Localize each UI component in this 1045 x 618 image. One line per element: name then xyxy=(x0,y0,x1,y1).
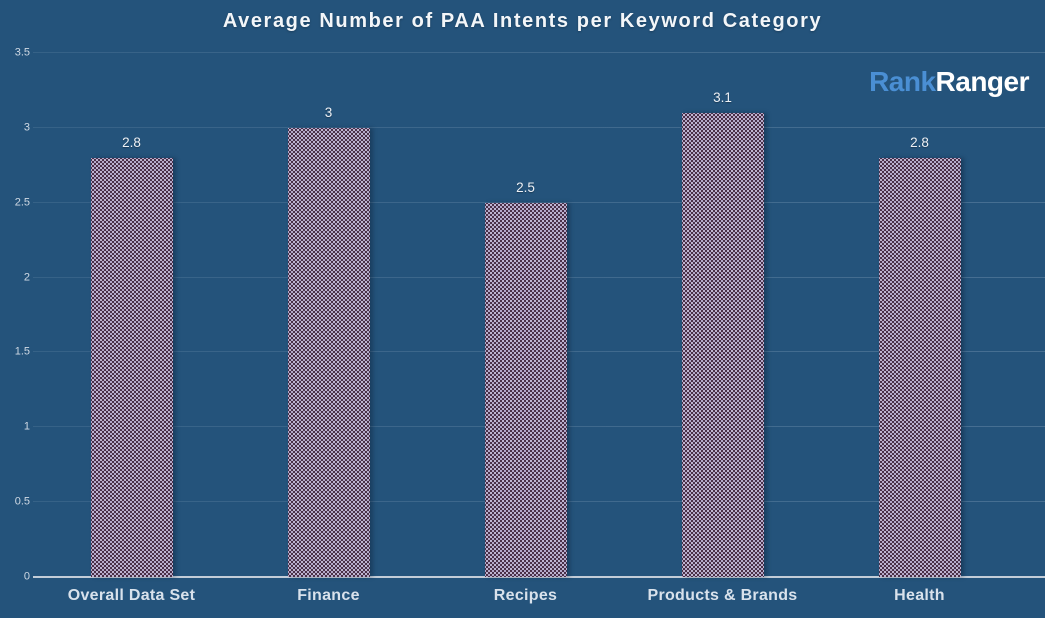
y-tick-label: 3.5 xyxy=(14,46,30,59)
x-category-label: Finance xyxy=(297,587,360,604)
bar-recipes xyxy=(484,202,567,577)
y-tick-label: 0.5 xyxy=(14,495,30,508)
gridline xyxy=(33,201,1045,203)
y-tick-label: 2.5 xyxy=(14,196,30,209)
y-tick-label: 2 xyxy=(23,271,30,284)
x-category-label: Overall Data Set xyxy=(67,587,196,604)
bar-overall-data-set xyxy=(90,157,173,577)
bar-value-label: 2.5 xyxy=(516,179,535,195)
gridline xyxy=(33,126,1045,128)
y-tick-label: 3 xyxy=(23,121,30,134)
x-axis-line xyxy=(33,576,1045,578)
bar-value-label: 3.1 xyxy=(713,89,732,105)
bar-health xyxy=(878,157,961,577)
y-tick-label: 1 xyxy=(23,420,30,433)
x-category-label: Health xyxy=(894,587,945,604)
x-category-label: Products & Brands xyxy=(647,587,798,604)
bar-finance xyxy=(287,127,370,577)
x-axis: Overall Data Set Finance Recipes Products &… xyxy=(33,587,1018,611)
gridline xyxy=(33,52,1045,53)
bar-products-brands xyxy=(681,112,764,577)
plot-area: 2.8 3 2.5 3.1 2.8 xyxy=(33,52,1045,578)
y-tick-label: 0 xyxy=(23,570,30,583)
bar-value-label: 2.8 xyxy=(122,134,141,150)
chart-title: Average Number of PAA Intents per Keywor… xyxy=(222,10,823,32)
logo-text-rank: Rank xyxy=(869,66,936,97)
bar-value-label: 3 xyxy=(324,104,333,120)
x-category-label: Recipes xyxy=(493,587,558,604)
bar-value-label: 2.8 xyxy=(910,134,929,150)
rankranger-logo: RankRanger xyxy=(869,66,1029,98)
logo-text-ranger: Ranger xyxy=(935,66,1030,97)
y-tick-label: 1.5 xyxy=(14,345,30,358)
